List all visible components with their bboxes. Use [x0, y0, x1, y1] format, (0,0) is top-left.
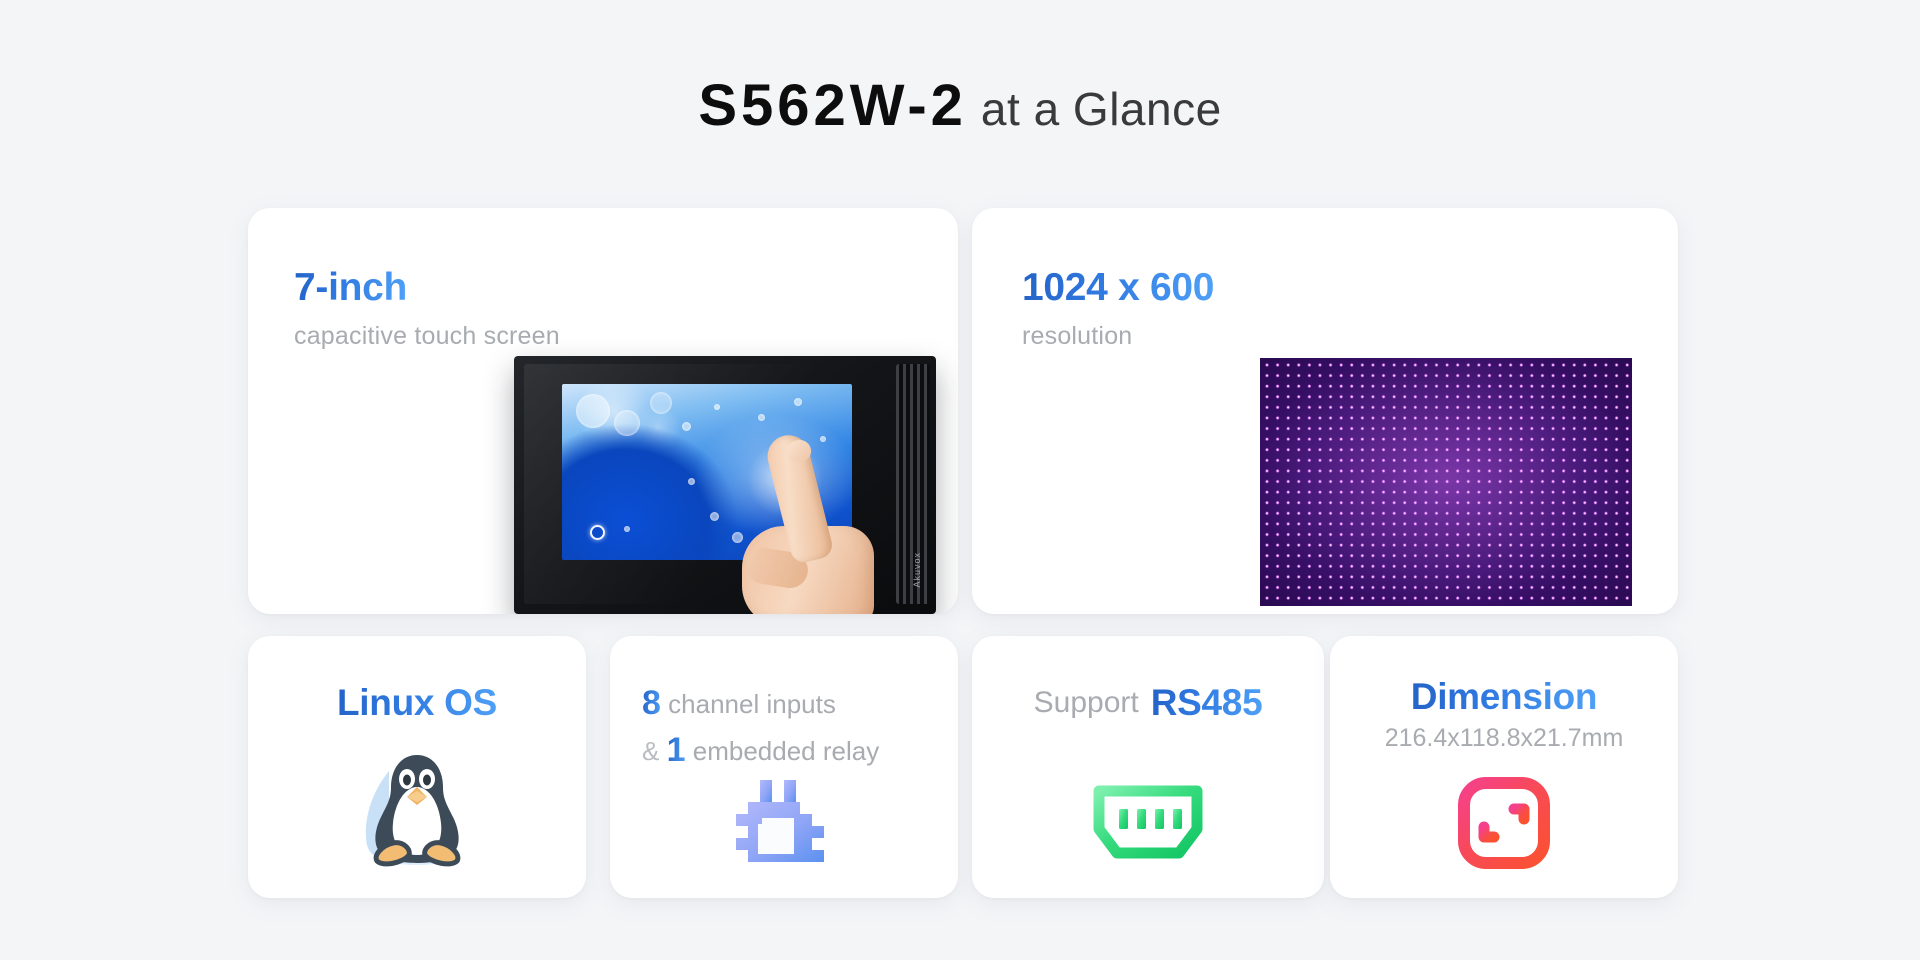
dimension-headline: Dimension [1410, 676, 1598, 717]
channel-relay-count: 1 [666, 730, 686, 769]
channel-inputs-count: 8 [642, 684, 661, 722]
card-screen: 7-inch capacitive touch screen [248, 208, 958, 614]
bubble [650, 392, 672, 414]
dimension-subline: 216.4x118.8x21.7mm [1384, 724, 1624, 752]
resolution-subline: resolution [1022, 322, 1133, 350]
device-brand-label: Akuvox [912, 552, 922, 588]
touchscreen-device-photo: Akuvox [514, 356, 936, 614]
bubble [794, 398, 802, 406]
device-display [562, 384, 852, 560]
expand-frame-icon [1458, 777, 1550, 869]
channel-inputs-label: channel inputs [668, 689, 836, 719]
bubble [682, 422, 691, 431]
bubble [624, 526, 630, 532]
chip-relay-icon [736, 780, 824, 862]
screen-subline: capacitive touch screen [294, 322, 560, 350]
channel-text-block: 8 channel inputs & 1 embedded relay [642, 680, 879, 774]
page-title: S562W-2 at a Glance [0, 72, 1920, 139]
dimension-title-row: Dimension [1330, 676, 1678, 718]
linux-penguin-icon [365, 755, 461, 867]
card-linux-os: Linux OS [248, 636, 586, 898]
linux-title-row: Linux OS [248, 682, 586, 724]
led-dot-grid [1260, 358, 1632, 606]
touch-ripple [748, 442, 822, 516]
bubble [710, 512, 719, 521]
bubble [714, 404, 720, 410]
channel-ampersand: & [642, 735, 660, 766]
card-rs485: Support RS485 [972, 636, 1324, 898]
page-title-model: S562W-2 [698, 73, 967, 138]
bubble [758, 414, 765, 421]
page-title-suffix: at a Glance [980, 83, 1222, 135]
channel-relay-line: & 1 embedded relay [642, 727, 879, 774]
display-ring-indicator [590, 525, 605, 540]
linux-headline: Linux OS [337, 682, 497, 723]
linux-icon-slot [248, 744, 586, 874]
channel-icon-slot [610, 768, 958, 880]
rs485-icon-slot [972, 762, 1324, 880]
card-resolution: 1024 x 600 resolution [972, 208, 1678, 614]
rs485-headline: RS485 [1150, 682, 1263, 723]
bubble [576, 394, 610, 428]
screen-headline: 7-inch [294, 266, 408, 309]
channel-inputs-line: 8 channel inputs [642, 680, 879, 727]
bubble [820, 436, 826, 442]
card-dimension: Dimension 216.4x118.8x21.7mm [1330, 636, 1678, 898]
rs485-support-label: Support [1033, 686, 1139, 719]
bubble [732, 532, 743, 543]
card-channels: 8 channel inputs & 1 embedded relay [610, 636, 958, 898]
resolution-headline: 1024 x 600 [1022, 266, 1215, 309]
bubble [688, 478, 695, 485]
rs485-title-row: Support RS485 [972, 682, 1324, 724]
dimension-icon-slot [1330, 766, 1678, 880]
device-side-vents [896, 364, 930, 604]
channel-relay-label: embedded relay [692, 735, 880, 766]
led-pixel-matrix [1260, 358, 1632, 606]
bubble [614, 410, 640, 436]
led-glow-overlay [1260, 358, 1632, 606]
connector-port-icon [1093, 785, 1203, 859]
